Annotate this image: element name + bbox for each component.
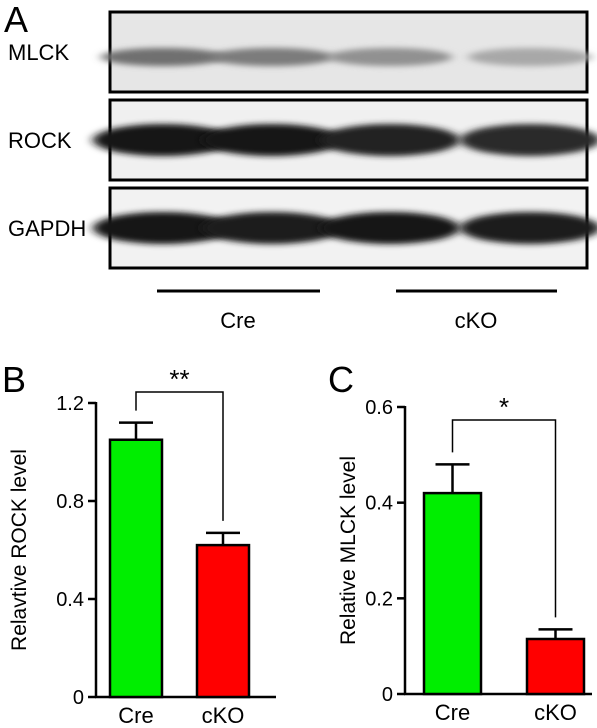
y-tick-label: 0 [382, 684, 393, 706]
blot-band [460, 124, 597, 156]
blot-band [93, 212, 233, 244]
y-axis-title: Relavtive ROCK level [8, 449, 31, 651]
blot-band [320, 124, 460, 156]
x-tick-label-cko: cKO [202, 703, 245, 728]
blot-band [468, 48, 592, 66]
significance-bracket [451, 419, 557, 618]
blot-band [202, 212, 342, 244]
y-tick-label: 0.4 [365, 493, 393, 515]
bar-chart-mlck: 0 0.2 0.4 0.6 Relative MLCK level Cre cKO * [337, 392, 592, 725]
panel-letter-b: B [2, 359, 26, 400]
blot-band [320, 212, 460, 244]
significance-stars: ** [169, 364, 189, 394]
blot-band [101, 48, 225, 66]
y-tick-label: 0.6 [365, 397, 393, 419]
x-tick-label-cko: cKO [534, 700, 577, 725]
y-tick-label: 1.2 [56, 393, 84, 415]
y-tick-label: 0.4 [56, 589, 84, 611]
y-tick-label: 0.8 [56, 491, 84, 513]
blot-band [202, 124, 342, 156]
blot-label-mlck: MLCK [8, 40, 69, 65]
blot-band [93, 124, 233, 156]
blot-band [460, 212, 597, 244]
blot-label-rock: ROCK [8, 128, 72, 153]
panel-letter-c: C [328, 359, 354, 400]
bar-cre [108, 438, 164, 699]
bar-cko [195, 543, 251, 699]
bar-chart-rock: 0 0.4 0.8 1.2 Relavtive ROCK level Cre cKO ** [8, 364, 276, 728]
blot-band [328, 48, 452, 66]
y-tick-label: 0.2 [365, 588, 393, 610]
bar-cko [525, 637, 586, 696]
significance-bracket [135, 391, 224, 521]
blot-band [210, 48, 334, 66]
bar-cre [422, 491, 483, 696]
group-label-cko: cKO [455, 308, 498, 333]
panel-letter-a: A [4, 0, 28, 40]
y-tick-label: 0 [73, 687, 84, 709]
x-tick-label-cre: Cre [118, 703, 153, 728]
group-label-cre: Cre [220, 308, 255, 333]
significance-stars: * [499, 392, 509, 422]
x-tick-label-cre: Cre [435, 700, 470, 725]
western-blot: MLCK ROCK GAPDH Cre cKO [8, 10, 597, 333]
y-axis-title: Relative MLCK level [337, 456, 360, 645]
blot-label-gapdh: GAPDH [8, 216, 86, 241]
